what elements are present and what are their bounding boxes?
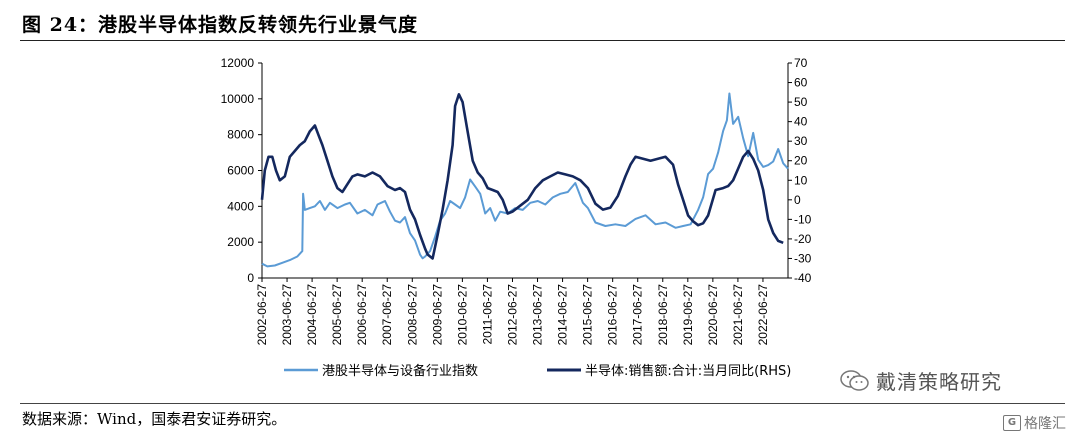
wechat-account-name: 戴清策略研究: [876, 370, 1002, 394]
title-rule: [20, 40, 1065, 41]
y-right-tick-label: -10: [794, 212, 812, 226]
x-tick-label: 2006-06-27: [355, 284, 369, 346]
x-tick-label: 2013-06-27: [531, 284, 545, 346]
x-tick-label: 2017-06-27: [631, 284, 645, 346]
line-chart: 0 2000 4000 6000 8000 10000 12000 -40 -30 -20 -10 0…: [221, 56, 812, 379]
y-right-tick-label: -20: [794, 232, 812, 246]
y-left-tick-label: 12000: [221, 56, 255, 70]
chart-legend: 港股半导体与设备行业指数 半导体:销售额:合计:当月同比(RHS): [284, 363, 791, 379]
series-line-index: [261, 92, 789, 268]
source-note: 数据来源：Wind，国泰君安证券研究。: [22, 410, 287, 428]
y-left-tick-label: 4000: [227, 199, 254, 213]
y-right-tick-label: 10: [794, 173, 808, 187]
x-tick-label: 2021-06-27: [731, 284, 745, 346]
x-tick-label: 2003-06-27: [280, 284, 294, 346]
y-left-tick-label: 2000: [227, 235, 254, 249]
chart-series: [260, 92, 789, 268]
wechat-watermark: 戴清策略研究: [840, 366, 1002, 395]
chart-axes: 0 2000 4000 6000 8000 10000 12000 -40 -30 -20 -10 0…: [221, 56, 812, 345]
series-line-sales: [260, 93, 784, 260]
y-right-tick-label: 30: [794, 134, 808, 148]
x-tick-label: 2010-06-27: [455, 284, 469, 346]
x-tick-label: 2004-06-27: [305, 284, 319, 346]
gelonghui-watermark: G 格隆汇: [1003, 413, 1066, 433]
y-right-tick-label: 50: [794, 95, 808, 109]
gelonghui-label: 格隆汇: [1024, 416, 1066, 432]
x-tick-label: 2019-06-27: [681, 284, 695, 346]
y-left-tick-label: 0: [247, 271, 254, 285]
y-left-tick-label: 10000: [221, 92, 255, 106]
y-right-tick-label: -30: [794, 251, 812, 265]
source-rule: [20, 403, 1065, 404]
x-tick-label: 2014-06-27: [556, 284, 570, 346]
x-tick-label: 2022-06-27: [756, 284, 770, 346]
x-tick-label: 2007-06-27: [380, 284, 394, 346]
y-left-tick-label: 8000: [227, 128, 254, 142]
y-right-tick-label: 20: [794, 154, 808, 168]
x-tick-label: 2012-06-27: [505, 284, 519, 346]
legend-label-sales: 半导体:销售额:合计:当月同比(RHS): [585, 363, 791, 379]
figure-title: 图 24：港股半导体指数反转领先行业景气度: [22, 14, 419, 36]
x-tick-label: 2009-06-27: [430, 284, 444, 346]
x-tick-label: 2005-06-27: [330, 284, 344, 346]
y-right-tick-label: -40: [794, 271, 812, 285]
y-left-tick-label: 6000: [227, 164, 254, 178]
y-right-tick-label: 0: [794, 193, 801, 207]
x-tick-label: 2016-06-27: [606, 284, 620, 346]
legend-label-index: 港股半导体与设备行业指数: [322, 363, 478, 379]
x-tick-label: 2020-06-27: [706, 284, 720, 346]
gelonghui-icon: G: [1003, 415, 1021, 431]
y-right-tick-label: 40: [794, 115, 808, 129]
x-tick-label: 2011-06-27: [480, 284, 494, 345]
wechat-icon: [840, 369, 869, 391]
y-right-tick-label: 60: [794, 76, 808, 90]
x-tick-label: 2018-06-27: [656, 284, 670, 346]
x-tick-label: 2002-06-27: [255, 284, 269, 346]
x-tick-label: 2008-06-27: [405, 284, 419, 346]
x-tick-label: 2015-06-27: [581, 284, 595, 346]
y-right-tick-label: 70: [794, 56, 808, 70]
